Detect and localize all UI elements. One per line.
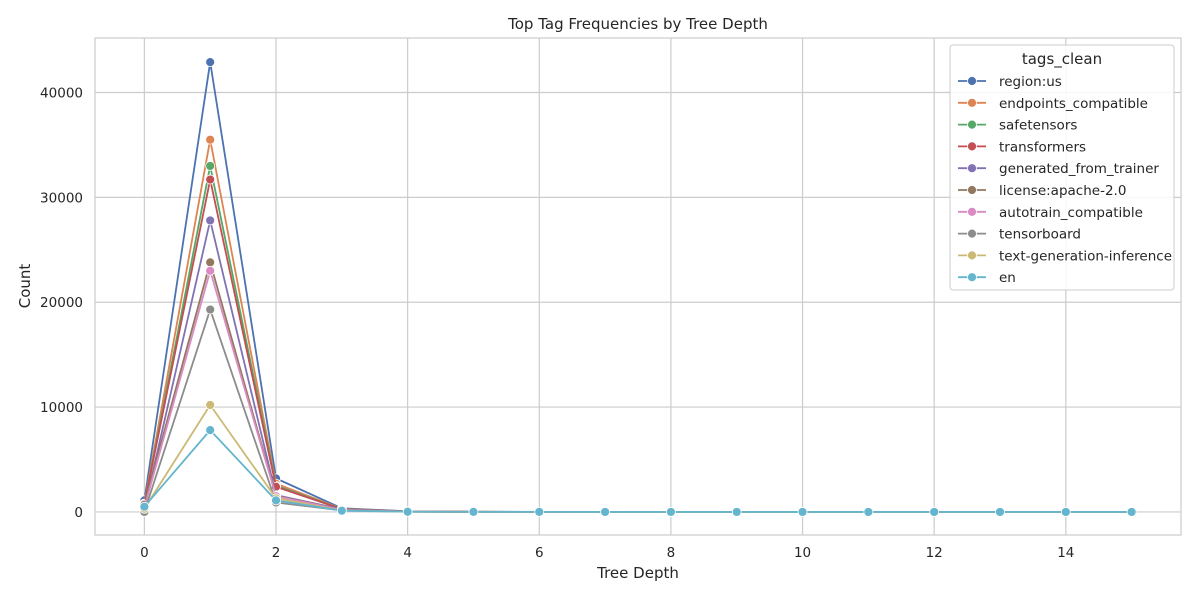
data-point <box>468 506 479 517</box>
legend-marker <box>967 185 977 195</box>
y-tick-label: 0 <box>74 505 83 521</box>
legend-marker <box>967 206 977 217</box>
data-point <box>205 265 216 276</box>
legend-label: license:apache-2.0 <box>999 183 1126 199</box>
y-axis-label: Count <box>16 264 34 309</box>
legend-entry: en <box>958 270 1016 286</box>
data-point <box>863 507 874 517</box>
data-point <box>205 257 216 268</box>
data-point <box>205 57 216 68</box>
data-point <box>271 495 281 506</box>
x-tick-label: 6 <box>535 545 544 561</box>
series-line <box>143 429 1132 513</box>
legend-entry: tensorboard <box>958 227 1081 243</box>
data-point <box>336 505 347 516</box>
legend-marker <box>967 141 977 152</box>
series-group <box>139 57 1137 517</box>
legend-label: tensorboard <box>999 227 1081 243</box>
y-tick-label: 20000 <box>40 295 83 311</box>
legend-title: tags_clean <box>1022 50 1102 69</box>
legend-entry: safetensors <box>958 118 1077 134</box>
legend-label: transformers <box>999 139 1086 155</box>
chart-title: Top Tag Frequencies by Tree Depth <box>507 15 768 33</box>
y-tick-label: 40000 <box>40 86 83 102</box>
legend-marker <box>967 250 977 261</box>
x-axis-label: Tree Depth <box>596 564 679 582</box>
legend-label: safetensors <box>999 118 1077 134</box>
data-point <box>1126 507 1137 517</box>
legend-label: text-generation-inference <box>999 248 1172 264</box>
data-point <box>139 501 150 512</box>
data-point <box>666 507 676 517</box>
data-point <box>205 215 216 226</box>
x-tick-label: 0 <box>140 545 149 561</box>
legend-marker <box>967 163 977 174</box>
legend-label: endpoints_compatible <box>999 96 1148 112</box>
data-point <box>534 507 545 517</box>
data-point <box>995 507 1005 517</box>
legend-box <box>949 44 1175 291</box>
legend-marker <box>967 97 977 108</box>
legend-entry: text-generation-inference <box>958 248 1172 264</box>
data-point <box>205 400 216 410</box>
legend-entry: transformers <box>958 139 1086 155</box>
tick-labels: 0 2 4 6 8 10 12 14 0 10000 20000 30000 40000 <box>40 86 1074 561</box>
series-9 <box>139 425 1137 517</box>
data-point <box>797 507 808 517</box>
plot-frame <box>94 37 1182 536</box>
data-point <box>205 304 216 315</box>
legend-entry: region:us <box>958 74 1062 90</box>
data-point <box>600 507 610 517</box>
data-point <box>205 174 216 185</box>
legend-entry: endpoints_compatible <box>958 96 1148 112</box>
legend-entry: autotrain_compatible <box>958 205 1143 221</box>
x-tick-label: 8 <box>667 545 676 561</box>
x-tick-label: 4 <box>403 545 412 561</box>
data-point <box>205 425 216 436</box>
y-tick-label: 10000 <box>40 400 83 416</box>
legend-marker <box>967 272 977 283</box>
legend-marker <box>967 228 977 239</box>
legend-entry: generated_from_trainer <box>958 161 1159 177</box>
x-tick-label: 12 <box>926 545 943 561</box>
data-point <box>731 507 742 517</box>
legend-label: generated_from_trainer <box>999 161 1159 177</box>
legend-label: en <box>999 270 1016 286</box>
legend-label: region:us <box>999 74 1062 90</box>
legend-label: autotrain_compatible <box>999 205 1143 221</box>
data-point <box>205 161 216 171</box>
legend-marker <box>967 76 977 86</box>
legend-entry: license:apache-2.0 <box>958 183 1126 199</box>
x-tick-label: 10 <box>794 545 811 561</box>
data-point <box>402 506 413 517</box>
data-point <box>929 507 940 517</box>
data-point <box>205 134 216 145</box>
legend-marker <box>967 119 977 130</box>
y-tick-label: 30000 <box>40 190 83 206</box>
x-tick-label: 2 <box>272 545 281 561</box>
x-tick-label: 14 <box>1057 545 1074 561</box>
data-point <box>1060 507 1071 517</box>
legend: tags_clean region:us endpoints_compatible… <box>949 44 1175 291</box>
